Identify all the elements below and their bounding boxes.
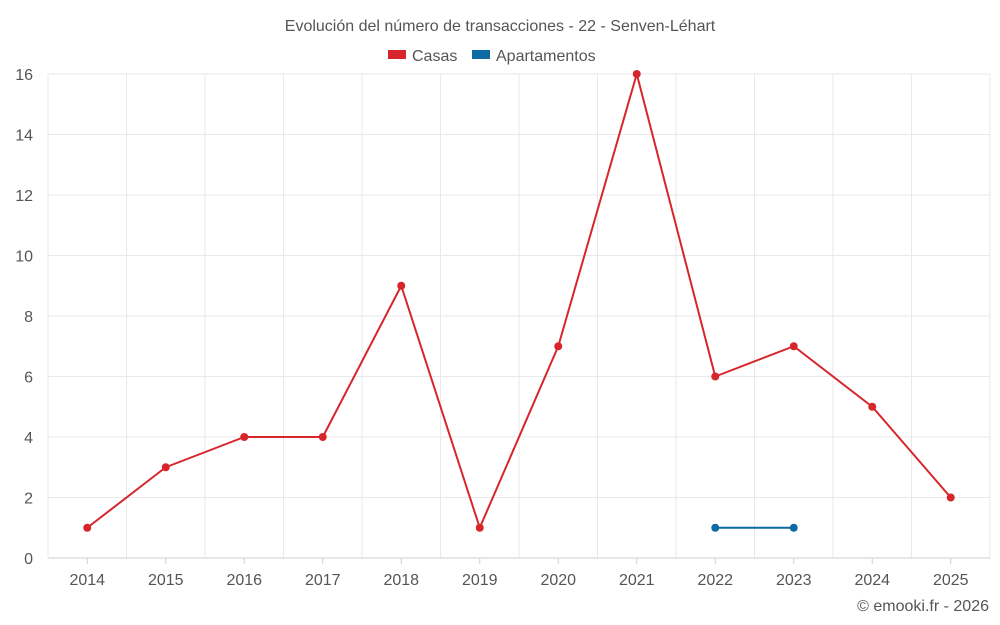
y-axis: 0 2 4 6 8 10 12 14 16 [15, 67, 33, 568]
data-point-casas-2022[interactable] [711, 372, 720, 381]
series-layer [83, 70, 955, 532]
data-point-casas-2019[interactable] [475, 523, 484, 532]
x-tick-label: 2024 [854, 572, 890, 589]
y-tick-label: 16 [15, 67, 33, 84]
data-point-casas-2014[interactable] [83, 523, 92, 532]
y-tick-label: 10 [15, 249, 33, 266]
y-tick-label: 6 [24, 370, 33, 387]
x-tick-label: 2022 [697, 572, 733, 589]
y-tick-label: 0 [24, 551, 33, 568]
x-tick-label: 2016 [226, 572, 262, 589]
series-casas [83, 70, 955, 532]
chart-title: Evolución del número de transacciones - … [285, 18, 716, 35]
data-point-casas-2016[interactable] [240, 433, 249, 441]
y-tick-label: 2 [24, 491, 33, 508]
legend-label-apartamentos[interactable]: Apartamentos [496, 48, 596, 65]
data-point-casas-2023[interactable] [789, 342, 798, 351]
x-tick-label: 2019 [462, 572, 498, 589]
x-tick-label: 2014 [69, 572, 105, 589]
y-tick-label: 4 [24, 430, 33, 447]
data-point-casas-2021[interactable] [632, 70, 641, 78]
data-point-apartamentos-2022[interactable] [711, 523, 720, 532]
x-tick-label: 2023 [776, 572, 812, 589]
legend-swatch-apartamentos[interactable] [472, 50, 490, 59]
gridlines [47, 73, 991, 558]
y-tick-label: 14 [15, 128, 33, 145]
data-point-casas-2024[interactable] [868, 402, 877, 411]
legend-swatch-casas[interactable] [388, 50, 406, 59]
series-line-casas [86, 73, 952, 529]
data-point-casas-2015[interactable] [161, 463, 170, 472]
series-apartamentos [711, 523, 798, 532]
data-point-casas-2025[interactable] [946, 493, 955, 502]
x-tick-label: 2025 [933, 572, 969, 589]
data-point-casas-2017[interactable] [318, 433, 327, 441]
x-axis: 2014 2015 2016 2017 2018 2019 2020 2021 2022 2023… [48, 557, 990, 589]
y-tick-label: 12 [15, 188, 33, 205]
x-tick-label: 2017 [305, 572, 341, 589]
legend: Casas Apartamentos [388, 48, 596, 65]
x-tick-label: 2021 [619, 572, 655, 589]
x-tick-label: 2015 [148, 572, 184, 589]
data-point-apartamentos-2023[interactable] [789, 523, 798, 532]
y-tick-label: 8 [24, 309, 33, 326]
x-tick-label: 2018 [383, 572, 419, 589]
data-point-casas-2020[interactable] [554, 342, 563, 351]
credit-text: © emooki.fr - 2026 [857, 598, 989, 615]
data-point-casas-2018[interactable] [397, 281, 406, 290]
legend-label-casas[interactable]: Casas [412, 48, 457, 65]
x-tick-label: 2020 [540, 572, 576, 589]
